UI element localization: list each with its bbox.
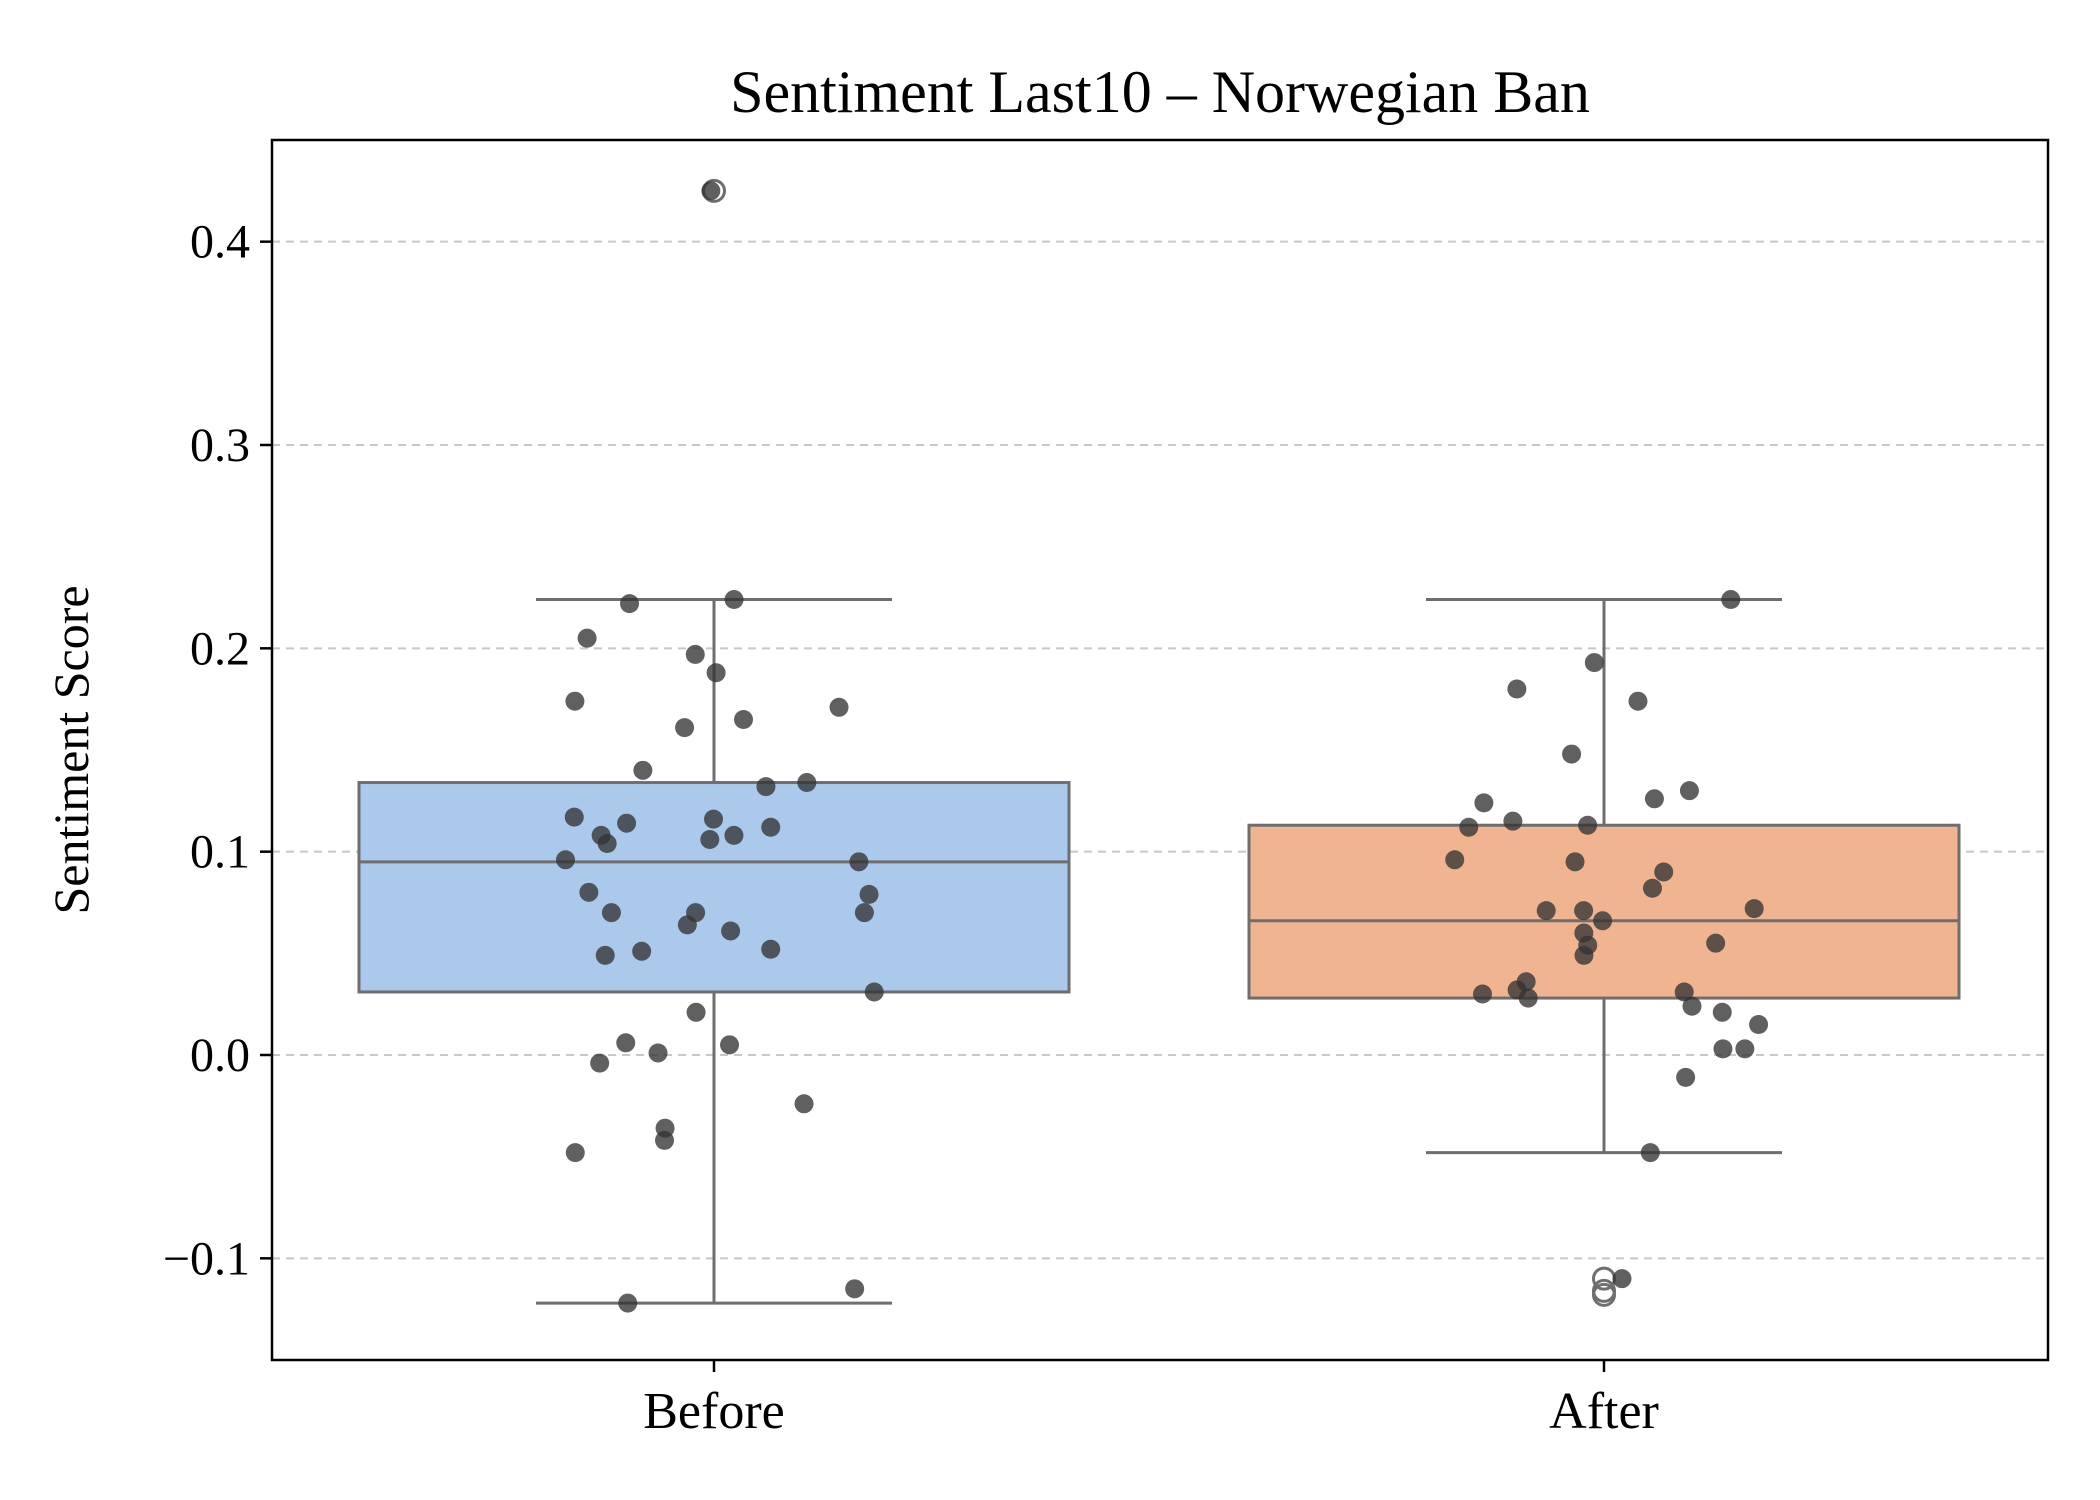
data-point <box>761 939 781 959</box>
data-point <box>1735 1039 1755 1059</box>
y-tick-label: 0.4 <box>190 216 250 269</box>
data-point <box>854 903 874 923</box>
data-point <box>1536 901 1556 921</box>
data-point <box>579 882 599 902</box>
data-point <box>1518 988 1538 1008</box>
data-point <box>556 850 576 870</box>
data-point <box>686 1002 706 1022</box>
data-point <box>1574 945 1594 965</box>
data-point <box>677 915 697 935</box>
data-point <box>1574 901 1594 921</box>
chart-title: Sentiment Last10 – Norwegian Ban <box>730 59 1590 125</box>
data-point <box>845 1279 865 1299</box>
data-point <box>706 663 726 683</box>
data-point <box>616 1033 636 1053</box>
data-point <box>797 773 817 793</box>
data-point <box>724 590 744 610</box>
data-point <box>1676 1067 1696 1087</box>
data-point <box>1644 789 1664 809</box>
data-point <box>756 777 776 797</box>
data-point <box>633 760 653 780</box>
data-point <box>1679 781 1699 801</box>
data-point <box>685 644 705 664</box>
data-point <box>675 718 695 738</box>
data-point <box>632 941 652 961</box>
data-point <box>829 697 849 717</box>
outlier-marker <box>1592 1282 1616 1307</box>
data-point <box>1706 933 1726 953</box>
points-before <box>556 181 884 1313</box>
y-tick-label: 0.3 <box>190 419 250 472</box>
y-tick-label: 0.2 <box>190 622 250 675</box>
data-point <box>1584 653 1604 673</box>
data-point <box>597 834 617 854</box>
data-point <box>617 813 637 833</box>
data-point <box>859 884 879 904</box>
data-point <box>864 982 884 1002</box>
data-point <box>620 594 640 614</box>
data-point <box>1744 899 1764 919</box>
data-point <box>794 1094 814 1114</box>
data-point <box>1562 744 1582 764</box>
data-point <box>1640 1143 1660 1163</box>
data-point <box>595 945 615 965</box>
data-point <box>701 181 721 201</box>
data-point <box>1642 878 1662 898</box>
y-tick-label: 0.0 <box>190 1029 250 1082</box>
y-tick-label: 0.1 <box>190 826 250 879</box>
data-point <box>601 903 621 923</box>
box-before <box>357 178 1071 1305</box>
data-point <box>1474 793 1494 813</box>
plot-frame <box>270 138 2050 1362</box>
data-point <box>1612 1269 1632 1289</box>
data-point <box>655 1130 675 1150</box>
points-after <box>1445 590 1769 1289</box>
boxes <box>357 178 1961 1307</box>
grid-lines <box>272 240 2048 1260</box>
data-point <box>700 829 720 849</box>
data-point <box>564 807 584 827</box>
data-point <box>1507 679 1527 699</box>
data-point <box>720 1035 740 1055</box>
data-point <box>648 1043 668 1063</box>
data-point <box>849 852 869 872</box>
data-point <box>1674 982 1694 1002</box>
data-point <box>1445 850 1465 870</box>
data-point <box>1593 911 1613 931</box>
strip-points <box>556 181 1769 1313</box>
data-point <box>1721 590 1741 610</box>
data-point <box>1628 691 1648 711</box>
data-point <box>734 710 754 729</box>
y-axis-label: Sentiment Score <box>43 585 99 914</box>
x-tick-label: Before <box>643 1383 784 1440</box>
data-point <box>577 628 597 648</box>
data-point <box>1749 1015 1769 1034</box>
data-point <box>721 921 741 941</box>
data-point <box>1682 996 1702 1016</box>
data-point <box>724 825 744 845</box>
data-point <box>1565 852 1585 872</box>
axis-ticks: −0.1 0.0 0.1 0.2 0.3 0.4 Before After <box>163 216 1659 1440</box>
data-point <box>1712 1002 1732 1022</box>
x-tick-label: After <box>1549 1383 1659 1440</box>
data-point <box>1713 1039 1733 1059</box>
data-point <box>704 809 724 829</box>
data-point <box>1654 862 1674 882</box>
data-point <box>1459 817 1479 837</box>
box-after <box>1247 598 1961 1307</box>
data-point <box>590 1053 610 1073</box>
data-point <box>1503 811 1523 831</box>
data-point <box>1473 984 1493 1004</box>
data-point <box>565 691 585 711</box>
data-point <box>1578 815 1598 835</box>
data-point <box>565 1143 585 1163</box>
data-point <box>618 1293 638 1313</box>
data-point <box>761 817 781 837</box>
y-tick-label: −0.1 <box>163 1232 250 1285</box>
